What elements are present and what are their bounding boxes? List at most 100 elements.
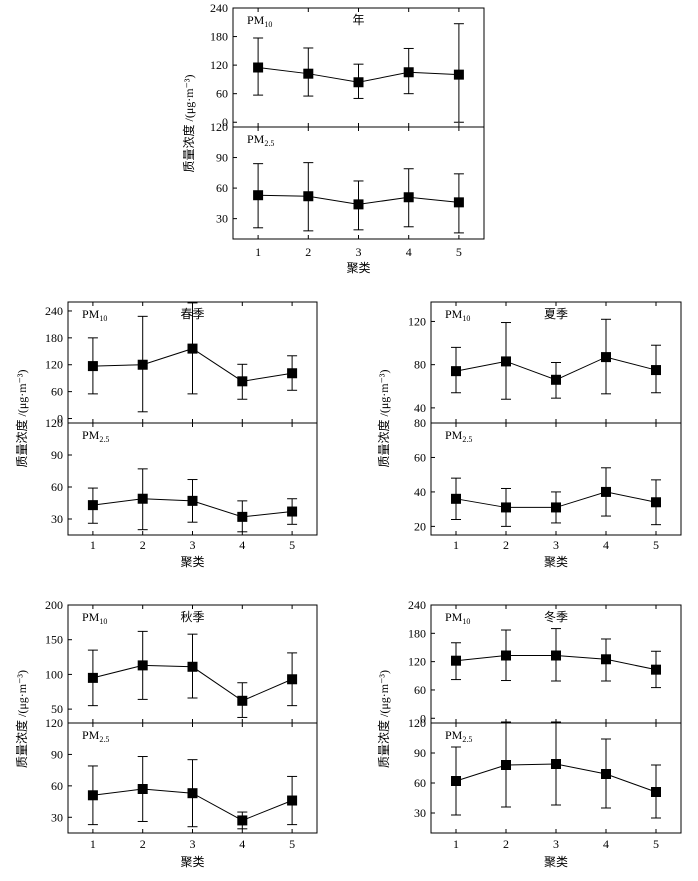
- data-point: [287, 368, 298, 379]
- chart-annual: 0 60 120 180 240 PM10 30 60 90 120 PM2.5 年 1 2 3 4 5 聚类 质量…: [181, 1, 485, 275]
- y-axis-title: 质量浓度 /(μg·m⁻³): [376, 369, 391, 467]
- x-axis-title: 聚类: [346, 261, 370, 275]
- data-point: [287, 795, 298, 806]
- panel-pm10: 0 60 120 180 240 PM10: [408, 598, 682, 725]
- panel-label-subscript: 10: [99, 617, 107, 626]
- y-tick-label: 120: [45, 716, 63, 730]
- panel-label-subscript: 10: [462, 617, 470, 626]
- y-tick-label: 0: [222, 115, 228, 129]
- y-tick-label: 120: [408, 655, 426, 669]
- y-tick-label: 60: [216, 181, 228, 195]
- panel-label: PM10: [82, 610, 107, 626]
- x-tick-label: 5: [653, 538, 659, 552]
- data-point: [237, 376, 248, 387]
- panel-label-subscript: 10: [462, 314, 470, 323]
- y-axis-title: 质量浓度 /(μg·m⁻³): [181, 74, 196, 172]
- x-tick-label: 4: [603, 837, 609, 851]
- y-tick-label: 200: [45, 598, 63, 612]
- data-point: [237, 815, 248, 826]
- panel-label: PM10: [445, 610, 470, 626]
- x-tick-label: 3: [190, 837, 196, 851]
- panel-label-subscript: 2.5: [99, 435, 109, 444]
- x-axis-title: 聚类: [180, 855, 204, 869]
- data-point: [651, 365, 661, 376]
- x-tick-label: 1: [255, 245, 261, 259]
- y-tick-label: 60: [51, 480, 63, 494]
- data-point: [453, 69, 464, 80]
- panel-label: PM10: [82, 307, 107, 323]
- y-tick-label: 40: [414, 485, 426, 499]
- x-tick-label: 1: [90, 837, 96, 851]
- data-point: [303, 191, 314, 202]
- data-point: [303, 68, 314, 79]
- data-point: [287, 506, 298, 517]
- data-point: [651, 497, 661, 508]
- y-tick-label: 180: [408, 626, 426, 640]
- chart-autumn: 50 100 150 200 PM10 30 60 90 120 PM2.5 秋季 1 2 3 4 5 聚类 质量…: [14, 598, 318, 869]
- x-tick-label: 4: [239, 538, 245, 552]
- data-point: [137, 784, 148, 794]
- panel-label: PM2.5: [82, 728, 109, 744]
- y-tick-label: 20: [414, 519, 426, 533]
- data-point: [501, 502, 511, 513]
- y-tick-label: 90: [51, 747, 63, 761]
- panel-pm25: 20 40 60 80 PM2.5: [414, 416, 682, 536]
- panel-label-subscript: 10: [264, 20, 272, 29]
- data-point: [353, 199, 364, 210]
- y-tick-label: 90: [51, 448, 63, 462]
- data-point: [137, 660, 148, 671]
- panel-label: PM2.5: [247, 132, 274, 148]
- x-tick-label: 3: [553, 837, 559, 851]
- y-tick-label: 60: [51, 779, 63, 793]
- panel-label: PM2.5: [445, 728, 472, 744]
- y-tick-label: 30: [216, 212, 228, 226]
- data-point: [353, 77, 364, 88]
- y-tick-label: 30: [414, 806, 426, 820]
- chart-spring: 0 60 120 180 240 PM10 30 60 90 120 PM2.5 春季 1 2 3 4 5 聚类 质…: [14, 301, 318, 569]
- chart-winter: 0 60 120 180 240 PM10 30 60 90 120 PM2.5 冬季 1 2 3 4 5 聚类 质…: [376, 598, 682, 869]
- data-point: [551, 502, 561, 513]
- y-tick-label: 30: [51, 512, 63, 526]
- data-point: [451, 776, 461, 786]
- data-point: [87, 672, 98, 683]
- data-point: [87, 790, 98, 801]
- data-point: [551, 374, 561, 385]
- x-axis-title: 聚类: [544, 855, 568, 869]
- x-tick-label: 3: [553, 538, 559, 552]
- chart-title: 夏季: [544, 307, 568, 321]
- x-tick-label: 1: [453, 837, 459, 851]
- chart-title: 秋季: [180, 610, 204, 624]
- panel-pm25: 30 60 90 120 PM2.5: [408, 716, 682, 834]
- data-point: [651, 664, 661, 675]
- y-tick-label: 80: [414, 416, 426, 430]
- y-tick-label: 50: [51, 702, 63, 716]
- y-tick-label: 90: [216, 151, 228, 165]
- panel-pm25: 30 60 90 120 PM2.5: [210, 120, 485, 240]
- y-tick-label: 60: [216, 87, 228, 101]
- x-tick-label: 1: [453, 538, 459, 552]
- data-point: [451, 493, 461, 504]
- data-point: [237, 511, 248, 522]
- x-tick-label: 2: [503, 837, 509, 851]
- data-point: [551, 759, 561, 769]
- data-point: [87, 361, 98, 372]
- y-tick-label: 30: [51, 810, 63, 824]
- x-tick-label: 4: [603, 538, 609, 552]
- panel-pm10: 40 80 120 PM10: [408, 301, 682, 424]
- y-axis-title: 质量浓度 /(μg·m⁻³): [376, 670, 391, 768]
- y-tick-label: 180: [210, 30, 228, 44]
- y-tick-label: 40: [414, 401, 426, 415]
- data-point: [253, 62, 264, 73]
- data-point: [187, 788, 198, 799]
- y-tick-label: 80: [414, 358, 426, 372]
- chart-title: 春季: [180, 307, 204, 321]
- y-tick-label: 60: [414, 776, 426, 790]
- x-axis-title: 聚类: [544, 555, 568, 569]
- data-point: [601, 352, 611, 363]
- y-tick-label: 240: [408, 598, 426, 612]
- x-tick-label: 5: [289, 837, 295, 851]
- panel-label: PM10: [247, 13, 272, 29]
- y-tick-label: 120: [408, 314, 426, 328]
- data-point: [501, 760, 511, 770]
